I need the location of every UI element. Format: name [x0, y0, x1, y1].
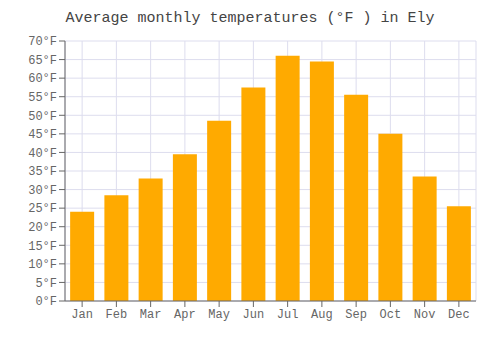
svg-text:30°F: 30°F [28, 184, 57, 198]
svg-text:25°F: 25°F [28, 202, 57, 216]
svg-text:Jan: Jan [71, 308, 93, 322]
svg-text:60°F: 60°F [28, 72, 57, 86]
svg-text:Aug: Aug [311, 308, 333, 322]
svg-text:40°F: 40°F [28, 147, 57, 161]
svg-text:Jul: Jul [277, 308, 299, 322]
svg-text:45°F: 45°F [28, 128, 57, 142]
svg-text:May: May [208, 308, 230, 322]
html-text:Average monthly temperatures (: Average monthly temperatures (°F ) in El… [65, 10, 435, 27]
svg-text:35°F: 35°F [28, 165, 57, 179]
svg-text:50°F: 50°F [28, 110, 57, 124]
svg-text:0°F: 0°F [35, 295, 57, 309]
svg-text:Apr: Apr [174, 308, 196, 322]
svg-text:10°F: 10°F [28, 258, 57, 272]
svg-text:Jun: Jun [243, 308, 265, 322]
svg-text:5°F: 5°F [35, 277, 57, 291]
svg-text:15°F: 15°F [28, 240, 57, 254]
svg-text:Mar: Mar [140, 308, 162, 322]
svg-text:20°F: 20°F [28, 221, 57, 235]
svg-text:Dec: Dec [448, 308, 470, 322]
svg-text:Nov: Nov [414, 308, 436, 322]
svg-text:70°F: 70°F [28, 35, 57, 49]
svg-text:65°F: 65°F [28, 54, 57, 68]
svg-text:55°F: 55°F [28, 91, 57, 105]
svg-text:Oct: Oct [380, 308, 402, 322]
svg-text:Sep: Sep [345, 308, 367, 322]
svg-text:Feb: Feb [106, 308, 128, 322]
